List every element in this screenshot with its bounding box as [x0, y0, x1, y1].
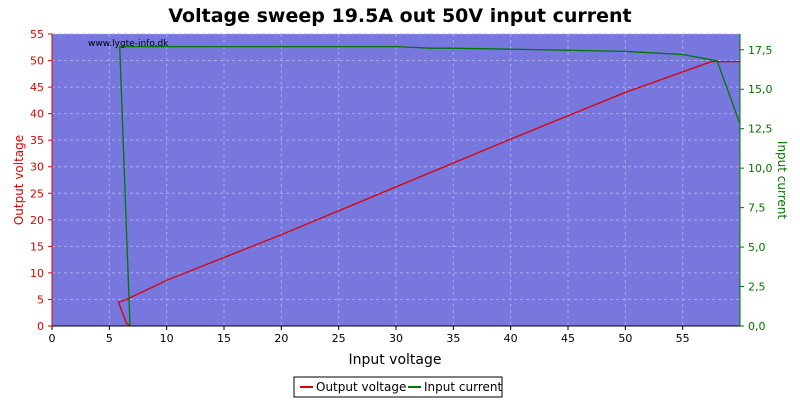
- series-line-input-current: [119, 45, 740, 326]
- x-tick-label: 35: [446, 332, 460, 345]
- y-right-tick-label: 2,5: [748, 281, 766, 294]
- y-axis-right: 0,0 2,5 5,0 7,5 10,0 12,5 15,0 17,5: [739, 34, 773, 333]
- y-right-tick-label: 5,0: [748, 241, 766, 254]
- legend-box: [293, 376, 503, 398]
- y-left-tick-label: 55: [30, 28, 44, 41]
- x-tick-label: 0: [49, 332, 56, 345]
- y-right-tick-label: 0,0: [748, 320, 766, 333]
- x-tick-label: 30: [389, 332, 403, 345]
- y-right-tick-label: 10,0: [748, 162, 773, 175]
- y-right-tick-label: 12,5: [748, 123, 773, 136]
- y-left-tick-label: 30: [30, 161, 44, 174]
- x-tick-label: 55: [676, 332, 690, 345]
- legend: Output voltage Input current: [293, 376, 503, 398]
- x-tick-label: 40: [504, 332, 518, 345]
- x-axis: 0 5 10 15 20 25 30 35 40 45 50 55: [49, 325, 740, 345]
- y-right-tick-label: 7,5: [748, 202, 766, 215]
- x-tick-label: 45: [561, 332, 575, 345]
- x-axis-label: Input voltage: [348, 352, 441, 368]
- legend-label-input-current: Input current: [424, 380, 502, 394]
- x-tick-label: 50: [618, 332, 632, 345]
- y-right-tick-label: 17,5: [748, 44, 773, 57]
- y-left-tick-label: 45: [30, 81, 44, 94]
- x-tick-label: 15: [217, 332, 231, 345]
- watermark-text: www.lygte-info.dk: [88, 39, 169, 49]
- x-tick-label: 20: [274, 332, 288, 345]
- x-tick-label: 5: [106, 332, 113, 345]
- y-left-tick-label: 15: [30, 240, 44, 253]
- y-left-tick-label: 50: [30, 55, 44, 68]
- y-left-tick-label: 10: [30, 267, 44, 280]
- legend-label-output-voltage: Output voltage: [316, 380, 406, 394]
- y-left-tick-label: 40: [30, 108, 44, 121]
- y-left-tick-label: 0: [37, 320, 44, 333]
- y-axis-right-label: Input current: [775, 141, 789, 219]
- y-left-tick-label: 35: [30, 134, 44, 147]
- series-line-output-voltage: [117, 60, 740, 326]
- grid-lines: [52, 33, 740, 326]
- y-left-tick-label: 20: [30, 214, 44, 227]
- y-axis-left-label: Output voltage: [12, 135, 26, 225]
- y-left-tick-label: 25: [30, 187, 44, 200]
- y-right-tick-label: 15,0: [748, 83, 773, 96]
- series-lines: [117, 45, 740, 326]
- x-tick-label: 10: [160, 332, 174, 345]
- chart-title: Voltage sweep 19.5A out 50V input curren…: [168, 5, 631, 27]
- x-tick-label: 25: [332, 332, 346, 345]
- y-axis-left: 0 5 10 15 20 25 30 35 40 45 50 55: [30, 28, 53, 333]
- y-left-tick-label: 5: [37, 293, 44, 306]
